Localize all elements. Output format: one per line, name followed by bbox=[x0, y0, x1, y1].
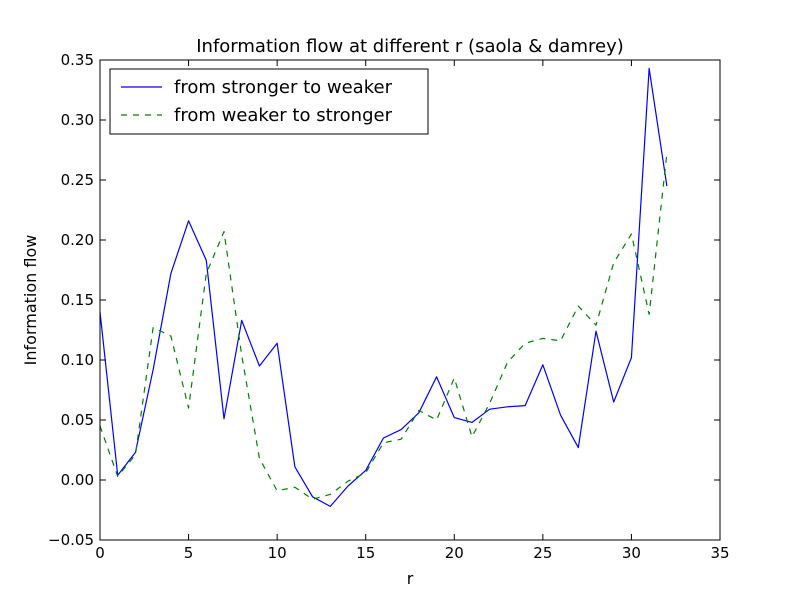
ticks-layer: 0 5 10 15 20 25 30 35 −0.05 0.00 0.05 0.10 0.15 0.20 0… bbox=[48, 51, 730, 562]
x-tick-label: 15 bbox=[356, 544, 375, 562]
y-tick-label: 0.10 bbox=[61, 351, 94, 369]
x-tick-label: 25 bbox=[533, 544, 552, 562]
legend-label-stronger-to-weaker: from stronger to weaker bbox=[174, 77, 393, 98]
x-tick-label: 0 bbox=[95, 544, 105, 562]
y-tick-label: 0.00 bbox=[61, 471, 94, 489]
y-tick-label: 0.30 bbox=[61, 111, 94, 129]
series-layer bbox=[99, 67, 668, 507]
series-line-stronger-to-weaker bbox=[99, 67, 668, 507]
y-tick-label: 0.25 bbox=[61, 171, 94, 189]
series-line-weaker-to-stronger bbox=[99, 153, 668, 500]
x-tick-label: 20 bbox=[445, 544, 464, 562]
x-tick-label: 10 bbox=[268, 544, 287, 562]
y-tick-label: 0.35 bbox=[61, 51, 94, 69]
y-tick-label: 0.05 bbox=[61, 411, 94, 429]
legend-label-weaker-to-stronger: from weaker to stronger bbox=[174, 105, 393, 126]
y-tick-label: −0.05 bbox=[48, 531, 94, 549]
x-axis-label: r bbox=[407, 569, 414, 588]
x-tick-label: 35 bbox=[710, 544, 729, 562]
y-tick-label: 0.15 bbox=[61, 291, 94, 309]
x-tick-label: 5 bbox=[184, 544, 194, 562]
legend: from stronger to weaker from weaker to s… bbox=[109, 68, 429, 135]
chart-title: Information flow at different r (saola &… bbox=[196, 36, 624, 57]
y-tick-label: 0.20 bbox=[61, 231, 94, 249]
x-tick-label: 30 bbox=[622, 544, 641, 562]
legend-box bbox=[109, 68, 429, 135]
y-axis-label: Information flow bbox=[21, 235, 40, 366]
